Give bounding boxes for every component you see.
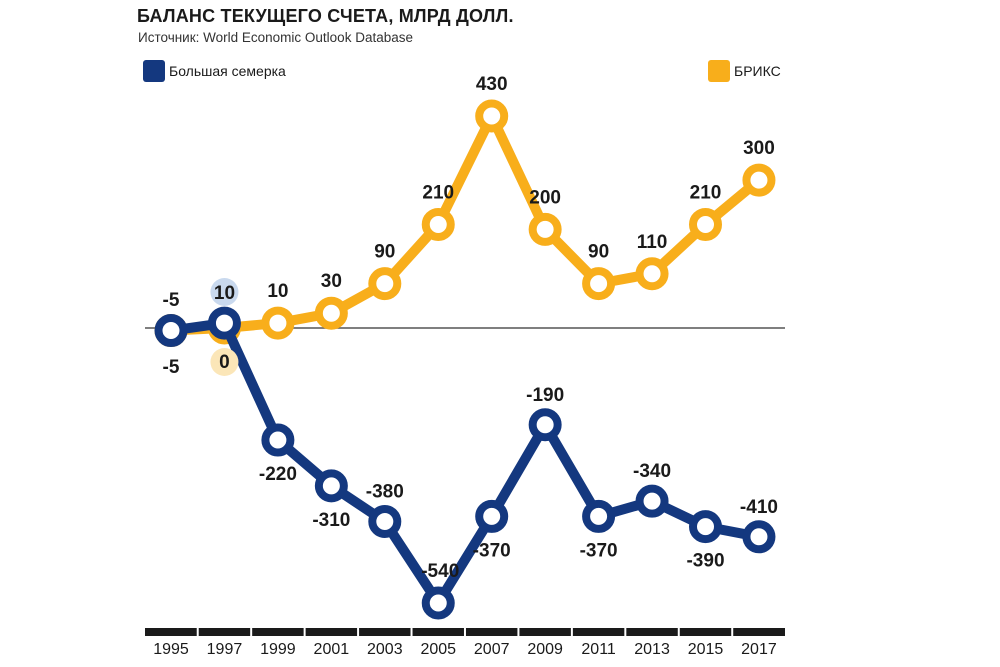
data-point-brics bbox=[261, 306, 295, 340]
x-tick-label: 2003 bbox=[367, 641, 403, 658]
data-point-brics bbox=[368, 267, 402, 301]
highlight-bubble-g7-1997 bbox=[210, 278, 239, 306]
data-point-g7 bbox=[421, 586, 455, 620]
data-point-brics bbox=[421, 207, 455, 241]
data-point-g7 bbox=[528, 408, 562, 442]
data-label-brics: 430 bbox=[476, 74, 508, 95]
data-point-brics bbox=[742, 163, 776, 197]
data-point-g7 bbox=[154, 314, 188, 348]
data-point-g7 bbox=[207, 306, 241, 340]
data-label-brics: 0 bbox=[219, 352, 230, 373]
data-point-g7 bbox=[368, 505, 402, 539]
data-point-g7 bbox=[582, 499, 616, 533]
x-tick-label: 2017 bbox=[741, 641, 777, 658]
x-tick-label: 1995 bbox=[153, 641, 189, 658]
data-point-g7 bbox=[475, 499, 509, 533]
data-label-brics: 110 bbox=[637, 232, 668, 253]
data-label-g7: -540 bbox=[421, 561, 459, 582]
data-point-g7 bbox=[689, 510, 722, 544]
data-label-g7: -390 bbox=[686, 551, 724, 572]
data-label-g7: -310 bbox=[312, 510, 350, 531]
data-point-brics bbox=[635, 257, 669, 291]
series-line-brics bbox=[166, 111, 764, 336]
data-label-brics: 210 bbox=[690, 182, 722, 203]
data-point-g7 bbox=[742, 520, 776, 554]
legend-swatch-brics bbox=[708, 60, 730, 82]
data-label-brics: 90 bbox=[374, 242, 395, 263]
data-label-brics: 210 bbox=[422, 182, 454, 203]
chart-subtitle: Источник: World Economic Outlook Databas… bbox=[138, 30, 413, 45]
x-tick-label: 1999 bbox=[260, 641, 296, 658]
data-label-brics: 10 bbox=[267, 281, 288, 302]
data-label-g7: 10 bbox=[214, 283, 235, 304]
legend-label-g7: Большая семерка bbox=[169, 63, 286, 79]
data-point-g7 bbox=[635, 484, 669, 518]
data-label-g7: -220 bbox=[259, 464, 297, 485]
x-tick-label: 2013 bbox=[634, 641, 670, 658]
x-tick-label: 2001 bbox=[314, 641, 350, 658]
data-label-brics: 200 bbox=[529, 187, 561, 208]
data-point-brics bbox=[582, 267, 616, 301]
chart-title: БАЛАНС ТЕКУЩЕГО СЧЕТА, МЛРД ДОЛЛ. bbox=[137, 6, 514, 26]
data-label-brics: 300 bbox=[743, 138, 775, 159]
x-tick-label: 2015 bbox=[688, 641, 724, 658]
data-point-g7 bbox=[261, 423, 295, 457]
data-label-g7: -370 bbox=[580, 540, 618, 561]
x-tick-label: 1997 bbox=[207, 641, 243, 658]
x-tick-label: 2009 bbox=[527, 641, 563, 658]
x-tick-label: 2005 bbox=[420, 641, 456, 658]
data-point-g7 bbox=[314, 469, 348, 503]
legend-label-brics: БРИКС bbox=[734, 63, 781, 79]
data-label-brics: 30 bbox=[321, 271, 342, 292]
data-point-brics bbox=[475, 99, 509, 133]
data-point-brics bbox=[314, 296, 348, 330]
data-label-g7: -340 bbox=[633, 461, 671, 482]
legend-swatch-g7 bbox=[143, 60, 165, 82]
data-point-brics bbox=[689, 207, 722, 241]
x-tick-label: 2011 bbox=[581, 641, 616, 658]
data-point-brics bbox=[528, 212, 562, 246]
data-label-g7: -370 bbox=[473, 540, 511, 561]
x-tick-label: 2007 bbox=[474, 641, 510, 658]
data-label-brics: 90 bbox=[588, 242, 609, 263]
data-label-g7: -410 bbox=[740, 497, 778, 518]
legend-item-brics: БРИКС bbox=[708, 60, 781, 82]
data-label-g7: -190 bbox=[526, 385, 564, 406]
data-label-g7: -380 bbox=[366, 482, 404, 503]
highlight-bubble-brics-1997 bbox=[210, 348, 239, 376]
legend-item-g7: Большая семерка bbox=[143, 60, 286, 82]
data-label-g7: -5 bbox=[163, 357, 180, 378]
data-label-brics: -5 bbox=[163, 290, 180, 311]
